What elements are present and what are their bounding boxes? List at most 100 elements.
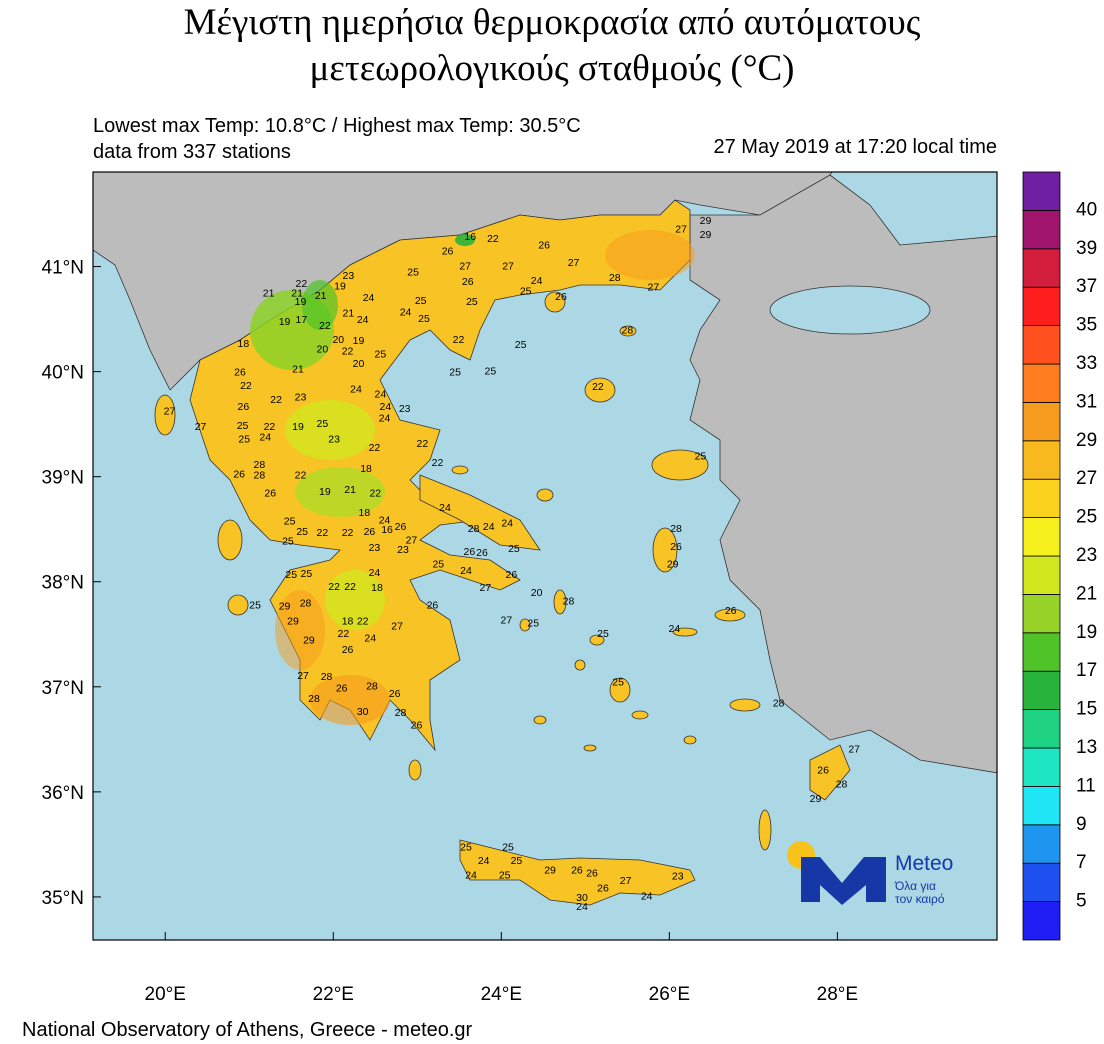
station-value: 22 [264, 421, 276, 433]
station-value: 28 [836, 778, 848, 790]
sea [769, 285, 931, 335]
station-value: 26 [670, 541, 682, 553]
colorbar-label: 5 [1076, 891, 1087, 912]
station-value: 25 [460, 841, 472, 853]
colorbar-box [1022, 747, 1061, 787]
station-value: 28 [321, 671, 333, 683]
colorbar-box [1022, 670, 1061, 711]
station-value: 27 [568, 257, 580, 269]
station-value: 25 [415, 295, 427, 307]
colorbar-label: 7 [1076, 852, 1087, 873]
station-value: 22 [342, 527, 354, 539]
station-value: 24 [460, 565, 472, 577]
station-value: 25 [527, 618, 539, 630]
station-value: 29 [700, 229, 712, 241]
colorbar-box [1022, 325, 1061, 365]
y-tick-label: 41°N [42, 258, 84, 279]
logo-tagline: τον καιρό [895, 892, 945, 906]
station-value: 22 [416, 438, 428, 450]
colorbar-label: 27 [1076, 468, 1097, 489]
station-value: 26 [555, 291, 567, 303]
station-value: 26 [336, 683, 348, 695]
station-value: 28 [254, 459, 266, 471]
colorbar-label: 9 [1076, 814, 1087, 835]
station-value: 26 [476, 547, 488, 559]
station-value: 28 [395, 707, 407, 719]
colorbar-box [1022, 632, 1061, 672]
station-value: 18 [359, 507, 371, 519]
station-value: 28 [563, 595, 575, 607]
station-value: 26 [506, 569, 518, 581]
colorbar-box [1022, 248, 1061, 288]
station-value: 24 [379, 515, 391, 527]
colorbar-label: 13 [1076, 737, 1097, 758]
station-value: 26 [233, 468, 245, 480]
station-value: 19 [295, 296, 307, 308]
colorbar-box [1022, 401, 1061, 442]
station-value: 22 [342, 345, 354, 357]
station-value: 29 [810, 793, 822, 805]
station-value: 28 [670, 523, 682, 535]
colorbar-box [1022, 709, 1061, 749]
station-value: 22 [369, 442, 381, 454]
station-value: 20 [332, 334, 344, 346]
station-value: 27 [480, 582, 492, 594]
station-value: 22 [319, 320, 331, 332]
y-tick-label: 40°N [42, 363, 84, 384]
station-value: 22 [328, 581, 340, 593]
station-value: 26 [234, 366, 246, 378]
colorbar-label: 40 [1076, 199, 1097, 220]
station-value: 24 [531, 275, 543, 287]
station-value: 30 [576, 892, 588, 904]
colorbar-label: 29 [1076, 430, 1097, 451]
colorbar-box [1022, 286, 1061, 327]
axis-ticks: 20°E 22°E 24°E 26°E 28°E 35°N 36°N 37°N 38°N 39°N… [42, 258, 859, 1005]
station-value: 25 [612, 676, 624, 688]
station-value: 26 [586, 868, 598, 880]
station-value: 22 [296, 278, 308, 290]
station-value: 17 [296, 314, 308, 326]
station-value: 21 [343, 308, 355, 320]
station-value: 26 [464, 546, 476, 558]
station-value: 24 [483, 521, 495, 533]
station-value: 23 [295, 392, 307, 404]
station-value: 24 [400, 307, 412, 319]
station-value: 20 [353, 358, 365, 370]
colorbar-label: 31 [1076, 391, 1097, 412]
station-value: 23 [328, 434, 340, 446]
station-value: 24 [374, 389, 386, 401]
station-value: 24 [576, 901, 588, 913]
station-value: 27 [195, 421, 207, 433]
logo-name: Meteo [895, 852, 953, 875]
station-value: 30 [357, 706, 369, 718]
summary: Lowest max Temp: 10.8°C / Highest max Te… [93, 115, 581, 137]
station-value: 25 [520, 286, 532, 298]
station-value: 28 [308, 693, 320, 705]
station-value: 24 [369, 567, 381, 579]
station-value: 21 [344, 484, 356, 496]
station-value: 22 [487, 233, 499, 245]
station-value: 26 [538, 239, 550, 251]
station-value: 26 [597, 882, 609, 894]
station-value: 25 [407, 267, 419, 279]
station-value: 27 [501, 614, 513, 626]
station-value: 24 [439, 502, 451, 514]
station-value: 25 [466, 296, 478, 308]
station-value: 25 [317, 418, 329, 430]
station-value: 25 [695, 450, 707, 462]
station-value: 22 [357, 615, 369, 627]
station-value: 25 [418, 313, 430, 325]
station-value: 28 [254, 469, 266, 481]
station-value: 28 [366, 681, 378, 693]
station-value: 28 [609, 272, 621, 284]
timestamp: 27 May 2019 at 17:20 local time [713, 136, 997, 158]
footer: National Observatory of Athens, Greece -… [22, 1019, 473, 1041]
colorbar-box [1022, 555, 1061, 595]
colorbar-box [1022, 594, 1061, 634]
x-tick-label: 20°E [145, 984, 186, 1005]
colorbar-label: 15 [1076, 699, 1097, 720]
y-tick-label: 35°N [42, 888, 84, 909]
station-value: 22 [338, 628, 350, 640]
station-value: 18 [342, 615, 354, 627]
station-value: 22 [369, 487, 381, 499]
